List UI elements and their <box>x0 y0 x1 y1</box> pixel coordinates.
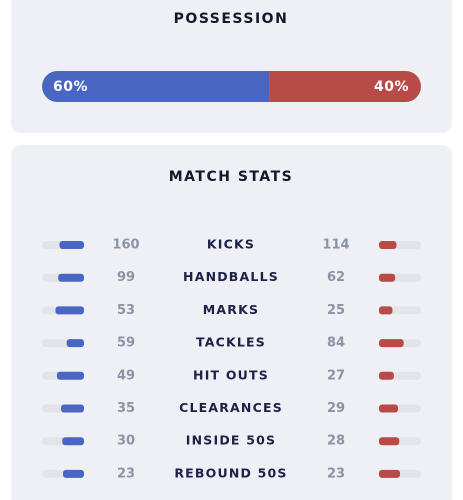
away-bar <box>379 241 397 249</box>
home-value: 53 <box>117 303 135 318</box>
away-bar <box>379 273 396 282</box>
home-bar <box>55 306 84 315</box>
match-stats-card <box>11 145 452 500</box>
match-stats-title: MATCH STATS <box>169 169 294 185</box>
stat-label: HANDBALLS <box>183 269 279 284</box>
home-value: 99 <box>117 270 135 285</box>
home-bar <box>61 404 84 413</box>
away-bar <box>379 371 394 380</box>
home-bar <box>56 371 84 380</box>
away-bar <box>379 339 404 348</box>
home-value: 49 <box>117 368 135 383</box>
away-bar <box>379 437 400 446</box>
stat-label: REBOUND 50S <box>174 465 287 480</box>
stat-label: KICKS <box>207 237 255 252</box>
away-value: 114 <box>322 238 349 253</box>
home-value: 59 <box>117 336 135 351</box>
stat-label: MARKS <box>203 302 259 317</box>
home-bar <box>62 437 84 446</box>
home-bar <box>59 241 84 249</box>
home-value: 160 <box>112 238 139 253</box>
possession-home-label: 60% <box>53 79 88 95</box>
home-value: 30 <box>117 434 135 449</box>
away-value: 62 <box>327 270 345 285</box>
possession-home <box>42 71 270 102</box>
stat-label: INSIDE 50S <box>186 433 276 448</box>
away-value: 27 <box>327 368 345 383</box>
away-bar <box>379 404 399 413</box>
away-value: 25 <box>327 303 345 318</box>
home-bar <box>63 469 84 478</box>
away-bar <box>379 469 400 478</box>
home-bar <box>58 273 84 282</box>
away-value: 23 <box>327 466 345 481</box>
away-value: 29 <box>327 401 345 416</box>
stat-label: CLEARANCES <box>179 400 283 415</box>
possession-away <box>269 71 421 102</box>
away-bar <box>379 306 393 315</box>
home-bar <box>66 339 84 348</box>
possession-away-label: 40% <box>374 79 409 95</box>
away-value: 84 <box>327 336 345 351</box>
home-value: 23 <box>117 466 135 481</box>
possession-title: POSSESSION <box>174 11 289 27</box>
stat-label: HIT OUTS <box>193 367 269 382</box>
stat-label: TACKLES <box>196 335 266 350</box>
home-value: 35 <box>117 401 135 416</box>
away-value: 28 <box>327 434 345 449</box>
